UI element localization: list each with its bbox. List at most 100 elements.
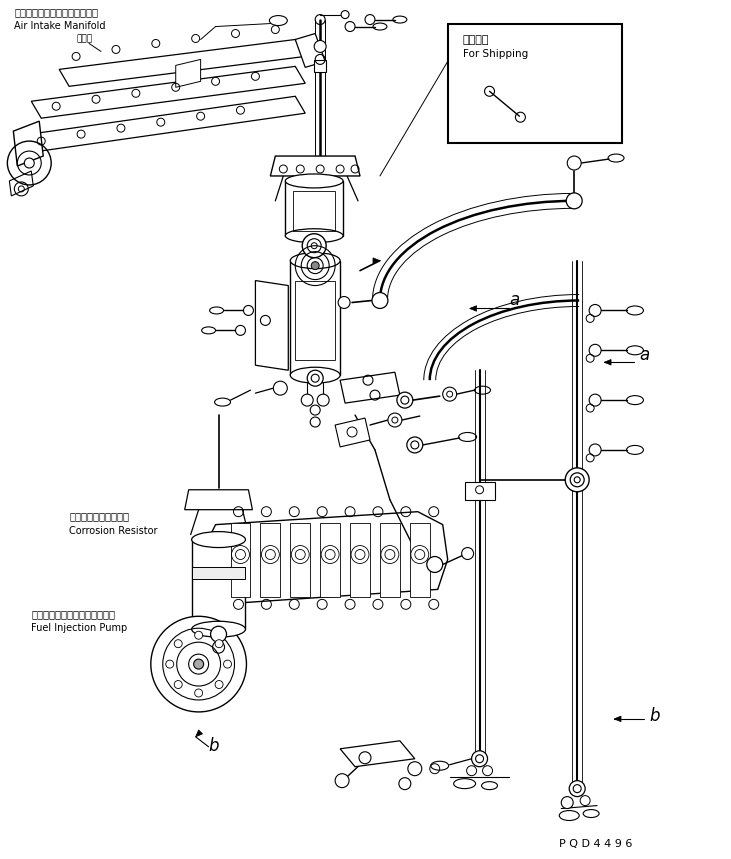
Circle shape [397, 393, 413, 408]
Text: 連携部品: 連携部品 [463, 35, 489, 46]
Circle shape [589, 394, 601, 406]
Circle shape [265, 550, 276, 559]
Circle shape [407, 437, 423, 453]
Ellipse shape [192, 621, 246, 637]
Text: a: a [510, 291, 520, 309]
Text: フェルインジェクションポンプ: フェルインジェクションポンプ [31, 609, 115, 619]
Polygon shape [185, 490, 252, 509]
Circle shape [273, 381, 287, 395]
Bar [320, 522, 340, 597]
Ellipse shape [290, 368, 340, 383]
Circle shape [295, 550, 306, 559]
Bar [465, 482, 494, 500]
Bar [410, 522, 430, 597]
Circle shape [388, 413, 402, 427]
Circle shape [589, 444, 601, 456]
Ellipse shape [290, 253, 340, 269]
Bar [380, 522, 400, 597]
Polygon shape [175, 59, 200, 88]
Polygon shape [340, 740, 414, 767]
Circle shape [194, 659, 204, 669]
Text: エアーインテークマニホールド: エアーインテークマニホールド [15, 8, 99, 17]
Circle shape [166, 660, 174, 668]
Text: Fuel Injection Pump: Fuel Injection Pump [31, 624, 127, 633]
Bar [293, 191, 335, 231]
Polygon shape [604, 359, 611, 365]
Circle shape [24, 158, 34, 168]
Circle shape [414, 550, 425, 559]
Polygon shape [200, 512, 447, 605]
Text: b: b [649, 707, 659, 725]
Polygon shape [10, 171, 34, 196]
Circle shape [307, 370, 323, 387]
Circle shape [211, 626, 227, 643]
Circle shape [317, 394, 329, 406]
Circle shape [194, 689, 202, 697]
Circle shape [194, 631, 202, 639]
Circle shape [427, 557, 443, 572]
Text: コロージョンレジスタ: コロージョンレジスタ [69, 512, 129, 521]
Circle shape [311, 243, 317, 249]
Circle shape [338, 296, 350, 308]
Polygon shape [59, 40, 306, 86]
Polygon shape [614, 716, 621, 722]
Circle shape [589, 304, 601, 316]
Circle shape [567, 193, 582, 209]
Polygon shape [16, 96, 306, 153]
Circle shape [385, 550, 395, 559]
Circle shape [408, 762, 422, 776]
Circle shape [235, 550, 246, 559]
Circle shape [462, 547, 474, 559]
Circle shape [567, 156, 581, 170]
Bar [230, 522, 251, 597]
Circle shape [399, 777, 411, 789]
Circle shape [314, 40, 326, 52]
Bar [447, 23, 622, 143]
Bar [192, 568, 246, 580]
Bar [314, 60, 326, 72]
Polygon shape [335, 418, 370, 447]
Circle shape [335, 774, 349, 788]
Bar [192, 539, 246, 630]
Text: Air Intake Manifold: Air Intake Manifold [15, 21, 106, 31]
Circle shape [151, 616, 246, 712]
Bar [350, 522, 370, 597]
Bar [295, 281, 335, 360]
Text: リレー: リレー [76, 34, 92, 44]
Bar [260, 522, 280, 597]
Circle shape [325, 550, 335, 559]
Polygon shape [373, 258, 380, 264]
Bar [290, 522, 310, 597]
Text: b: b [208, 737, 219, 755]
Polygon shape [469, 306, 477, 311]
Text: For Shipping: For Shipping [463, 50, 528, 59]
Bar [285, 181, 343, 235]
Circle shape [215, 640, 223, 648]
Polygon shape [340, 372, 400, 403]
Circle shape [302, 234, 326, 258]
Polygon shape [270, 156, 360, 176]
Polygon shape [13, 121, 43, 166]
Ellipse shape [285, 228, 343, 243]
Circle shape [311, 262, 319, 270]
Polygon shape [31, 66, 306, 119]
Circle shape [443, 387, 457, 401]
Circle shape [301, 394, 313, 406]
Polygon shape [255, 281, 288, 370]
Circle shape [174, 680, 182, 689]
Text: P Q D 4 4 9 6: P Q D 4 4 9 6 [559, 839, 632, 850]
Polygon shape [196, 730, 202, 737]
Polygon shape [295, 34, 325, 67]
Circle shape [213, 641, 224, 653]
Circle shape [471, 751, 488, 767]
Bar [290, 260, 340, 375]
Circle shape [355, 550, 365, 559]
Circle shape [189, 655, 208, 674]
Circle shape [215, 680, 223, 689]
Circle shape [589, 344, 601, 356]
Circle shape [372, 293, 388, 308]
Circle shape [561, 796, 573, 808]
Circle shape [565, 468, 589, 491]
Circle shape [224, 660, 232, 668]
Text: Corrosion Resistor: Corrosion Resistor [69, 526, 158, 536]
